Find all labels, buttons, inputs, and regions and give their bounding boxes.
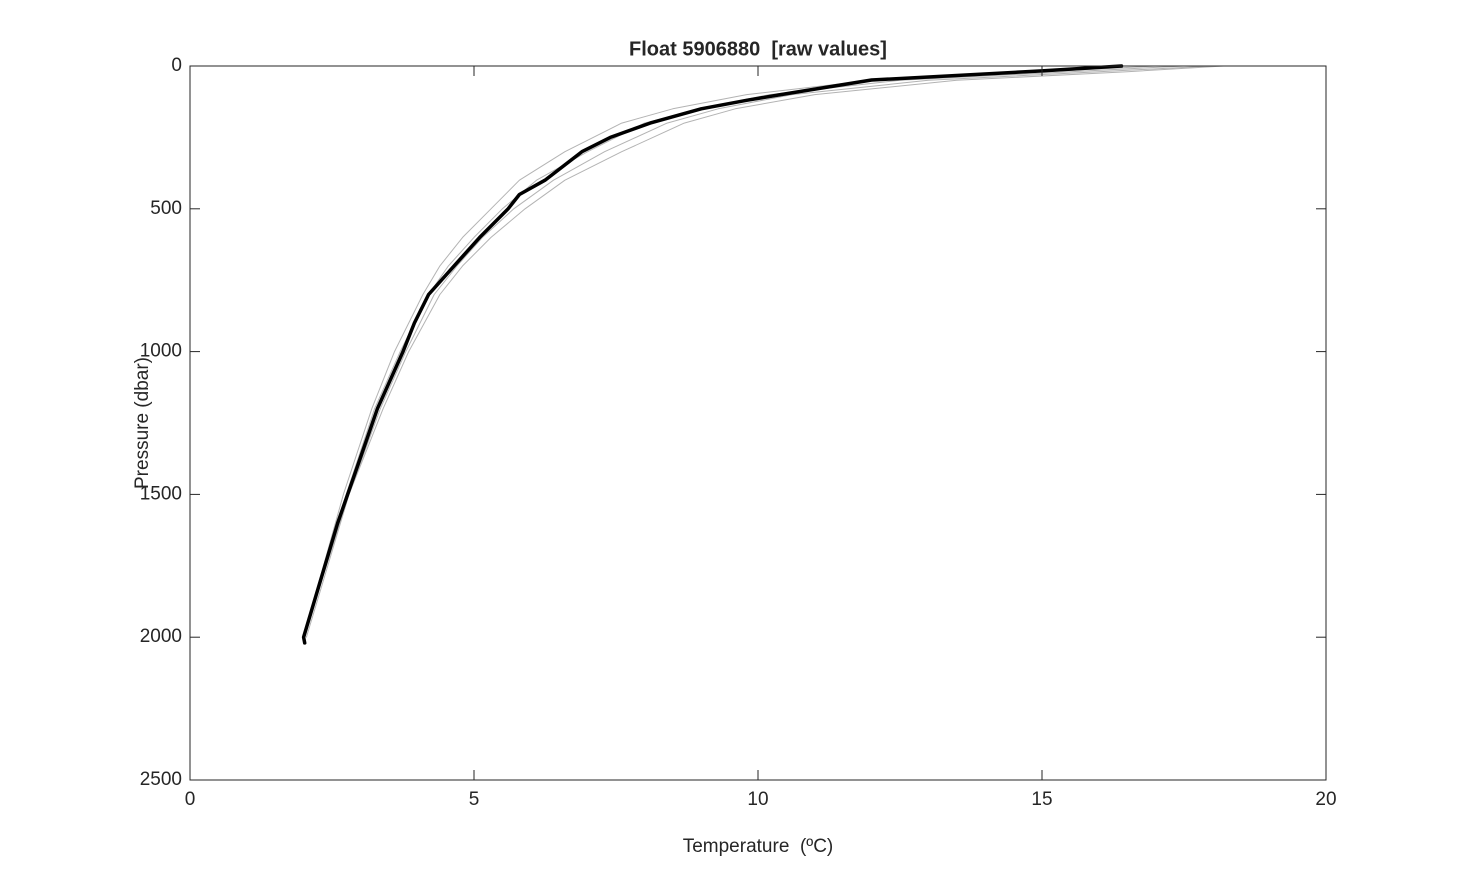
x-tick-label: 5 (469, 789, 480, 810)
x-tick-label: 20 (1315, 789, 1336, 810)
chart-title: Float 5906880 [raw values] (629, 38, 887, 60)
y-tick-label: 500 (150, 198, 182, 219)
x-axis-label: Temperature (ºC) (683, 836, 834, 857)
profile-line (303, 65, 1157, 638)
y-tick-label: 1000 (140, 341, 182, 362)
x-tick-label: 15 (1031, 789, 1052, 810)
profile-line (304, 65, 1213, 638)
y-axis-label: Pressure (dbar) (132, 357, 153, 489)
plot-frame (189, 65, 1327, 781)
profile-line (303, 65, 1185, 638)
y-tick-label: 2000 (140, 626, 182, 647)
x-tick-label: 10 (747, 789, 768, 810)
y-tick-label: 2500 (140, 769, 182, 790)
y-tick-label: 0 (171, 55, 182, 76)
y-tick-label: 1500 (140, 483, 182, 504)
profile-line (301, 64, 1124, 645)
x-tick-label: 0 (185, 789, 196, 810)
profile-line (305, 65, 1225, 638)
